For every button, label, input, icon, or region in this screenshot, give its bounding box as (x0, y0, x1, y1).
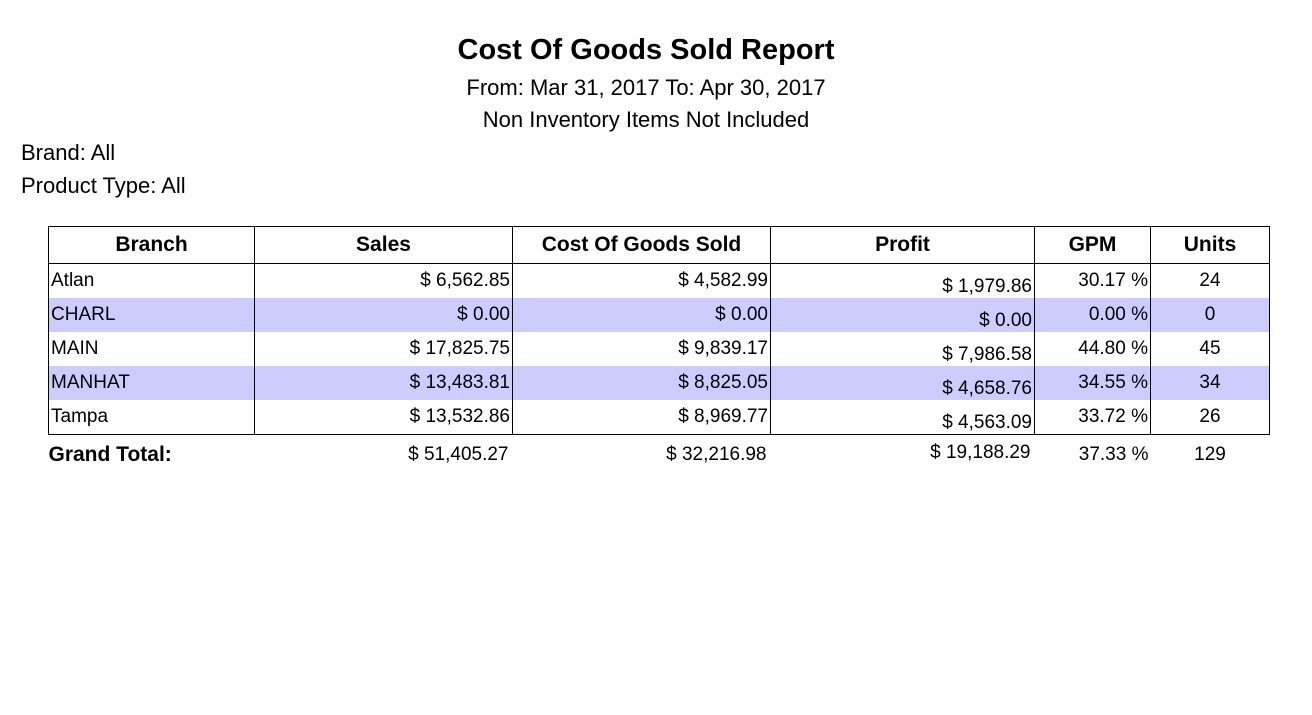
table-row: MANHAT $ 13,483.81 $ 8,825.05 $ 4,658.76… (48, 366, 1270, 400)
branch-cell: Atlan (48, 263, 255, 298)
report-note: Non Inventory Items Not Included (482, 107, 810, 132)
total-sales: $ 51,405.27 (254, 434, 513, 475)
column-header-gpm: GPM (1034, 226, 1151, 264)
units-cell: 0 (1150, 298, 1270, 332)
units-cell: 45 (1150, 332, 1270, 366)
units-cell: 24 (1150, 263, 1270, 298)
brand-filter: Brand: All (21, 140, 116, 165)
branch-cell: Tampa (48, 400, 255, 435)
cogs-cell: $ 8,969.77 (512, 400, 771, 435)
sales-cell: $ 17,825.75 (254, 332, 513, 366)
report-date-range: From: Mar 31, 2017 To: Apr 30, 2017 (466, 75, 826, 100)
branch-cell: MANHAT (48, 366, 255, 400)
units-cell: 26 (1150, 400, 1270, 435)
sales-cell: $ 6,562.85 (254, 263, 513, 298)
table-row: Tampa $ 13,532.86 $ 8,969.77 $ 4,563.09 … (48, 400, 1270, 435)
branch-cell: MAIN (48, 332, 255, 366)
cogs-cell: $ 4,582.99 (512, 263, 771, 298)
total-units: 129 (1150, 434, 1270, 475)
sales-cell: $ 13,532.86 (254, 400, 513, 435)
column-header-sales: Sales (254, 226, 513, 264)
gpm-cell: 34.55 % (1034, 366, 1151, 400)
grand-total-label: Grand Total: (48, 434, 255, 475)
profit-cell: $ 4,563.09 (770, 400, 1035, 435)
cogs-cell: $ 0.00 (512, 298, 771, 332)
gpm-cell: 0.00 % (1034, 298, 1151, 332)
table-row: Atlan $ 6,562.85 $ 4,582.99 $ 1,979.86 3… (48, 263, 1270, 298)
gpm-cell: 30.17 % (1034, 263, 1151, 298)
profit-cell: $ 1,979.86 (770, 263, 1035, 298)
report-title: Cost Of Goods Sold Report (457, 34, 835, 66)
total-gpm: 37.33 % (1034, 434, 1151, 475)
table-row: MAIN $ 17,825.75 $ 9,839.17 $ 7,986.58 4… (48, 332, 1270, 366)
product-type-filter: Product Type: All (21, 173, 186, 198)
gpm-cell: 44.80 % (1034, 332, 1151, 366)
gpm-cell: 33.72 % (1034, 400, 1151, 435)
column-header-profit: Profit (770, 226, 1035, 264)
profit-cell: $ 4,658.76 (770, 366, 1035, 400)
column-header-cogs: Cost Of Goods Sold (512, 226, 771, 264)
table-row: CHARL $ 0.00 $ 0.00 $ 0.00 0.00 % 0 (48, 298, 1270, 332)
total-profit: $ 19,188.29 (770, 434, 1035, 475)
column-header-units: Units (1150, 226, 1270, 264)
cogs-cell: $ 8,825.05 (512, 366, 771, 400)
table-header-row: Branch Sales Cost Of Goods Sold Profit G… (48, 226, 1270, 264)
profit-cell: $ 0.00 (770, 298, 1035, 332)
cogs-table: Branch Sales Cost Of Goods Sold Profit G… (48, 226, 1270, 475)
grand-total-row: Grand Total: $ 51,405.27 $ 32,216.98 $ 1… (48, 434, 1270, 475)
branch-cell: CHARL (48, 298, 255, 332)
column-header-branch: Branch (48, 226, 255, 264)
units-cell: 34 (1150, 366, 1270, 400)
total-cogs: $ 32,216.98 (512, 434, 771, 475)
cogs-cell: $ 9,839.17 (512, 332, 771, 366)
sales-cell: $ 0.00 (254, 298, 513, 332)
profit-cell: $ 7,986.58 (770, 332, 1035, 366)
sales-cell: $ 13,483.81 (254, 366, 513, 400)
